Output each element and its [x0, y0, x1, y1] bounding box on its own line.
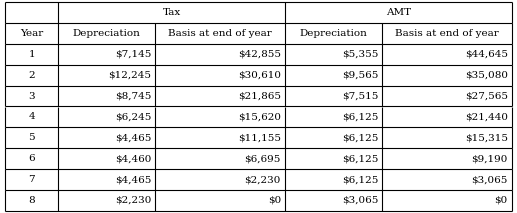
Text: 1: 1 — [28, 50, 35, 59]
Text: $35,080: $35,080 — [465, 71, 508, 80]
Text: $7,515: $7,515 — [342, 92, 378, 101]
Text: $2,230: $2,230 — [115, 196, 151, 205]
Text: $6,125: $6,125 — [342, 175, 378, 184]
Text: $12,245: $12,245 — [108, 71, 151, 80]
Text: 2: 2 — [28, 71, 35, 80]
Text: $4,465: $4,465 — [115, 133, 151, 142]
Text: $8,745: $8,745 — [115, 92, 151, 101]
Text: $27,565: $27,565 — [465, 92, 508, 101]
Text: $21,865: $21,865 — [238, 92, 281, 101]
Text: $15,620: $15,620 — [238, 112, 281, 121]
Text: $6,125: $6,125 — [342, 154, 378, 163]
Text: Year: Year — [20, 29, 43, 38]
Text: $6,125: $6,125 — [342, 112, 378, 121]
Text: $7,145: $7,145 — [115, 50, 151, 59]
Text: $2,230: $2,230 — [245, 175, 281, 184]
Text: 3: 3 — [28, 92, 35, 101]
Text: $3,065: $3,065 — [342, 196, 378, 205]
Text: 7: 7 — [28, 175, 35, 184]
Text: $9,565: $9,565 — [342, 71, 378, 80]
Text: $6,125: $6,125 — [342, 133, 378, 142]
Text: $6,245: $6,245 — [115, 112, 151, 121]
Text: $6,695: $6,695 — [245, 154, 281, 163]
Text: $42,855: $42,855 — [238, 50, 281, 59]
Text: $3,065: $3,065 — [472, 175, 508, 184]
Text: $9,190: $9,190 — [472, 154, 508, 163]
Text: $4,465: $4,465 — [115, 175, 151, 184]
Text: 5: 5 — [28, 133, 35, 142]
Text: 6: 6 — [28, 154, 35, 163]
Text: Depreciation: Depreciation — [300, 29, 368, 38]
Text: $44,645: $44,645 — [465, 50, 508, 59]
Text: 8: 8 — [28, 196, 35, 205]
Text: Tax: Tax — [162, 8, 181, 17]
Text: Basis at end of year: Basis at end of year — [169, 29, 272, 38]
Text: $0: $0 — [494, 196, 508, 205]
Text: $4,460: $4,460 — [115, 154, 151, 163]
Text: $0: $0 — [268, 196, 281, 205]
Text: $15,315: $15,315 — [465, 133, 508, 142]
Text: $5,355: $5,355 — [342, 50, 378, 59]
Text: 4: 4 — [28, 112, 35, 121]
Text: $30,610: $30,610 — [238, 71, 281, 80]
Text: Basis at end of year: Basis at end of year — [395, 29, 499, 38]
Text: $21,440: $21,440 — [465, 112, 508, 121]
Text: $11,155: $11,155 — [238, 133, 281, 142]
Text: Depreciation: Depreciation — [73, 29, 141, 38]
Text: AMT: AMT — [386, 8, 411, 17]
